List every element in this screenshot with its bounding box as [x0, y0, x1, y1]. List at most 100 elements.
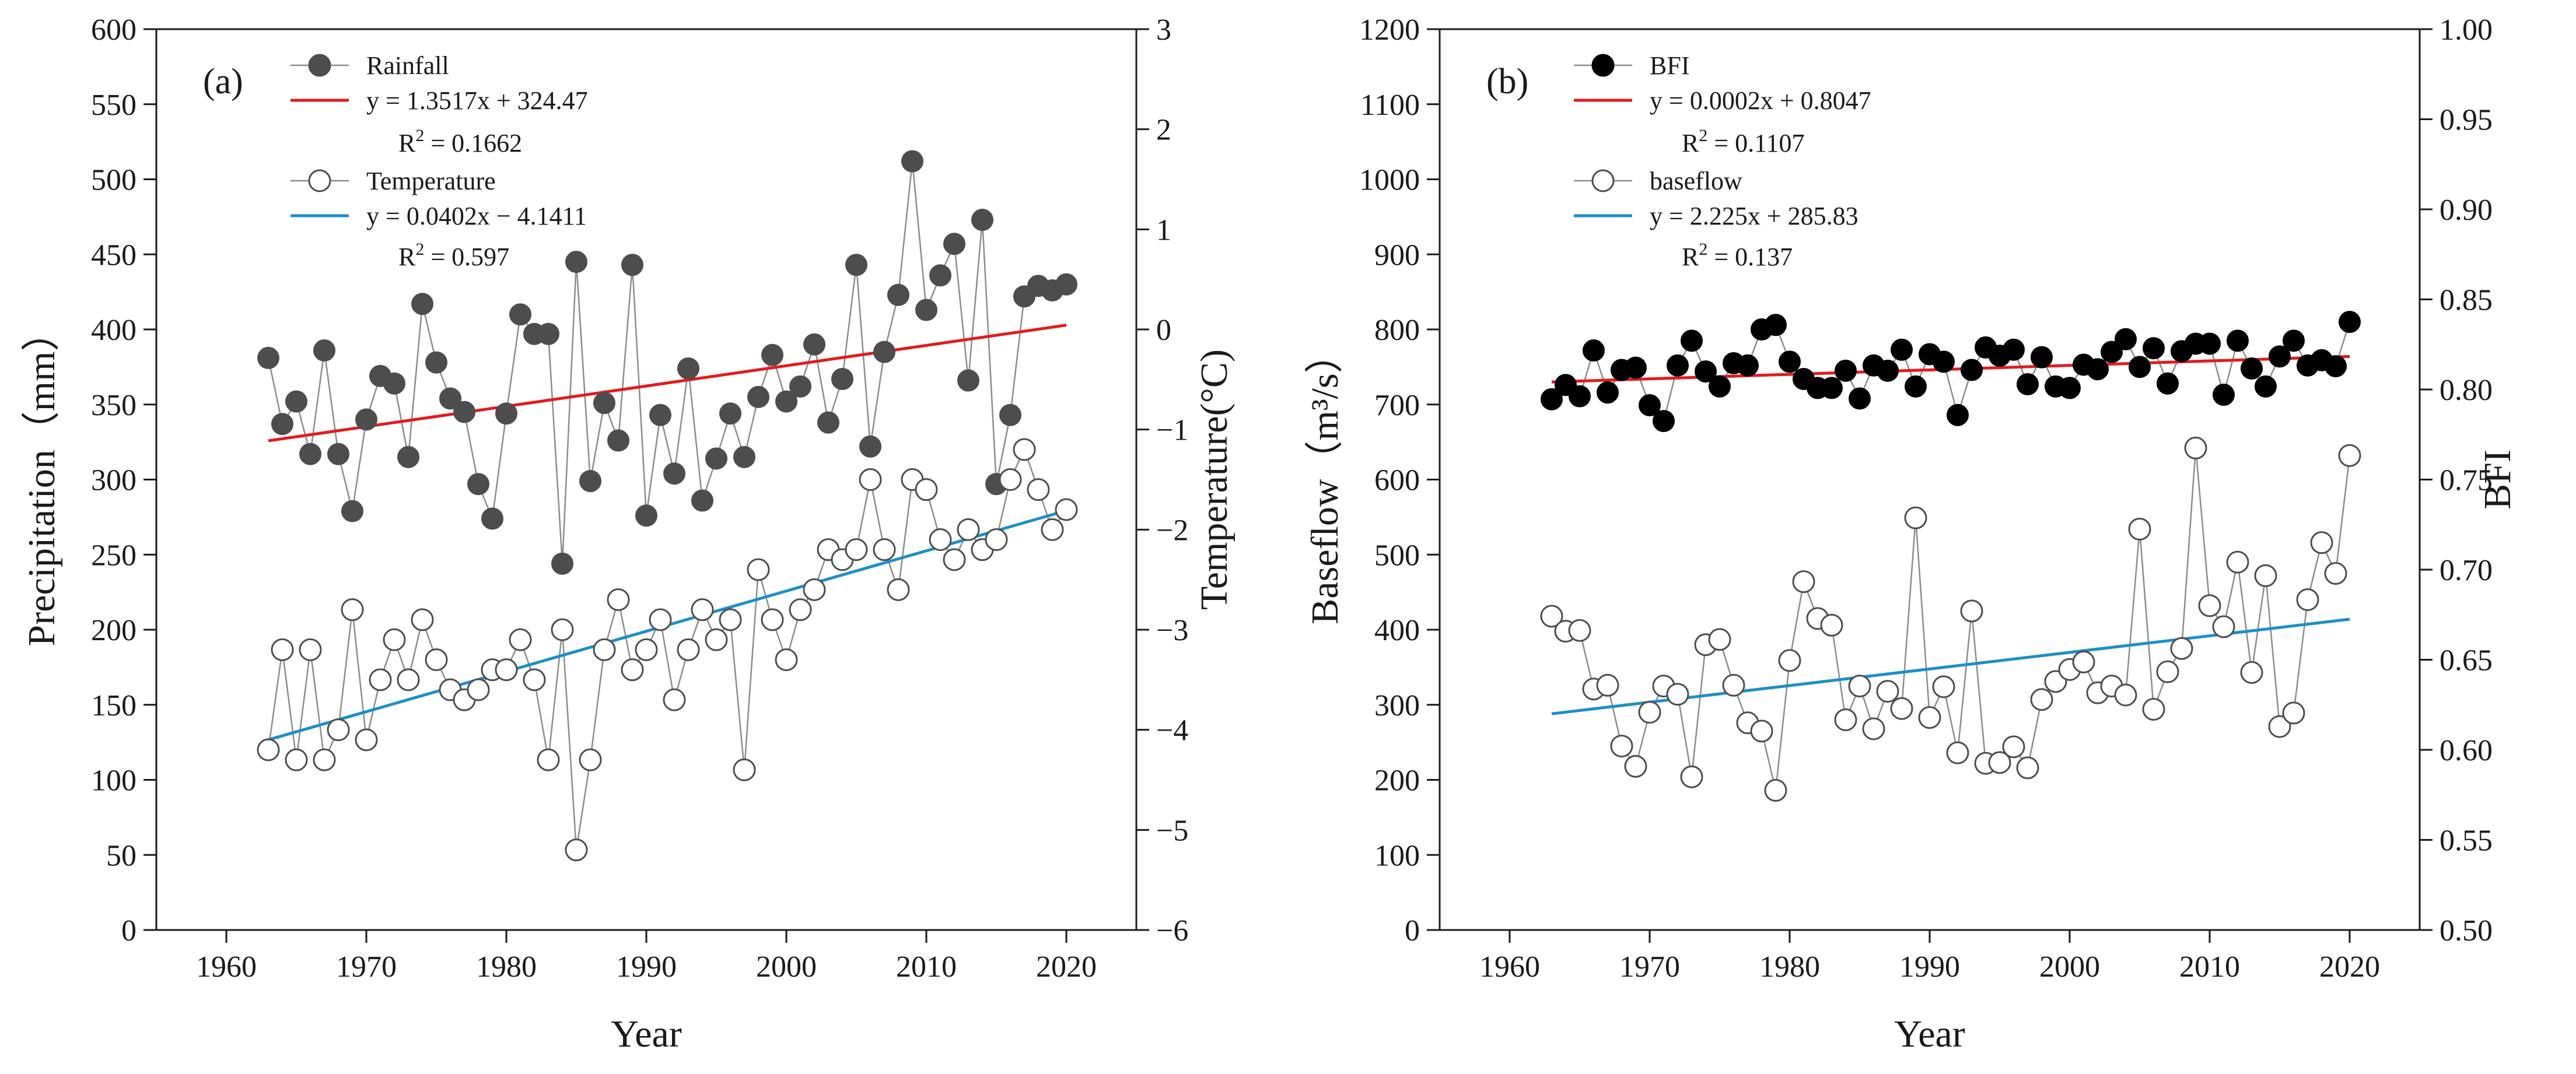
data-point-baseflow — [1764, 779, 1787, 802]
data-point-rainfall — [719, 402, 741, 425]
legend-r2: R2 = 0.137 — [1682, 240, 1793, 271]
data-point-bfi — [2269, 345, 2291, 368]
data-point-bfi — [1653, 410, 1675, 433]
y-right-tick-label: −3 — [1156, 614, 1188, 647]
x-tick-label: 1990 — [616, 950, 677, 984]
x-tick-label: 2020 — [1036, 950, 1097, 984]
data-point-bfi — [1849, 387, 1871, 410]
x-tick-label: 2000 — [2039, 950, 2100, 984]
data-point-rainfall — [509, 303, 531, 326]
data-point-bfi — [1569, 385, 1591, 408]
y-left-tick-label: 350 — [91, 389, 136, 422]
data-point-baseflow — [2156, 660, 2179, 683]
legend-r2-value: = 0.597 — [424, 243, 509, 271]
data-point-rainfall — [873, 341, 895, 363]
data-point-bfi — [1891, 338, 1913, 361]
data-point-rainfall — [481, 507, 503, 530]
data-point-baseflow — [2324, 561, 2347, 585]
data-point-bfi — [2227, 329, 2249, 352]
data-point-baseflow — [2240, 661, 2263, 684]
x-tick-label: 1970 — [336, 950, 397, 984]
data-point-bfi — [2031, 346, 2053, 368]
data-point-temperature — [943, 548, 966, 571]
data-point-baseflow — [1638, 701, 1661, 724]
data-point-baseflow — [2016, 756, 2039, 780]
data-point-baseflow — [1596, 673, 1619, 697]
data-point-rainfall — [691, 489, 713, 512]
data-point-temperature — [579, 748, 602, 771]
y-left-tick-label: 100 — [91, 764, 136, 798]
data-point-temperature — [607, 588, 630, 611]
data-point-baseflow — [1610, 735, 1633, 758]
data-point-temperature — [537, 748, 560, 771]
data-point-rainfall — [747, 385, 769, 408]
y-left-tick-label: 1200 — [1359, 13, 1420, 47]
legend-r2: R2 = 0.1107 — [1682, 126, 1805, 157]
data-point-baseflow — [2184, 436, 2207, 459]
data-point-rainfall — [607, 429, 629, 452]
data-point-baseflow — [1876, 680, 1899, 703]
data-point-rainfall — [943, 233, 965, 255]
data-point-baseflow — [2072, 650, 2095, 673]
series-line-baseflow — [1551, 448, 2351, 791]
y-left-tick-label: 1100 — [1360, 89, 1420, 122]
data-point-temperature — [1041, 518, 1064, 541]
y-right-tick-label: −1 — [1156, 414, 1188, 447]
data-point-bfi — [1583, 339, 1605, 362]
data-point-rainfall — [453, 401, 475, 423]
panel-a: 1960 1970 1980 1990 2000 2010 2020050100150200… — [20, 13, 1236, 1055]
y-right-tick-label: 0.60 — [2440, 734, 2493, 767]
data-point-baseflow — [1960, 599, 1983, 623]
data-point-rainfall — [565, 251, 587, 273]
data-point-rainfall — [761, 343, 783, 366]
y-right-tick-label: 2 — [1156, 114, 1171, 147]
data-point-baseflow — [1988, 751, 2011, 774]
data-point-temperature — [411, 608, 434, 631]
data-point-temperature — [915, 478, 938, 501]
x-tick-label: 2000 — [756, 950, 817, 984]
data-point-rainfall — [957, 369, 979, 392]
data-point-temperature — [663, 688, 686, 711]
data-point-baseflow — [1540, 605, 1563, 628]
data-point-bfi — [1835, 359, 1857, 382]
legend-equation: y = 0.0002x + 0.8047 — [1650, 86, 1871, 115]
y-left-tick-label: 400 — [1374, 614, 1420, 647]
data-point-bfi — [2129, 356, 2151, 378]
legend-equation: y = 0.0402x − 4.1411 — [366, 202, 587, 230]
data-point-rainfall — [901, 150, 923, 173]
data-point-bfi — [1639, 394, 1661, 417]
data-point-temperature — [789, 598, 812, 622]
data-point-bfi — [1961, 359, 1983, 381]
data-point-bfi — [2003, 338, 2025, 361]
y-left-tick-label: 800 — [1374, 314, 1420, 347]
data-point-baseflow — [1932, 675, 1955, 699]
data-point-baseflow — [1568, 619, 1591, 642]
data-point-bfi — [2325, 355, 2347, 378]
y-left-tick-label: 200 — [91, 614, 136, 647]
legend-r2: R2 = 0.1662 — [398, 126, 522, 157]
data-point-temperature — [677, 638, 700, 661]
x-tick-label: 1980 — [1759, 950, 1820, 984]
y-left-tick-label: 300 — [91, 464, 136, 497]
legend-marker — [1591, 169, 1615, 192]
data-point-bfi — [1695, 360, 1717, 383]
data-point-temperature — [383, 628, 406, 651]
legend-label: Temperature — [366, 167, 496, 195]
data-point-baseflow — [1624, 754, 1647, 778]
y-right-tick-label: 0.55 — [2440, 824, 2493, 858]
x-tick-label: 1980 — [476, 950, 537, 984]
data-point-rainfall — [887, 283, 909, 306]
x-tick-label: 2010 — [896, 950, 957, 984]
y-right-tick-label: −4 — [1156, 714, 1188, 747]
data-point-temperature — [873, 538, 896, 561]
data-point-temperature — [761, 608, 784, 631]
data-point-baseflow — [1848, 675, 1871, 698]
data-point-temperature — [719, 608, 742, 631]
y-left-tick-label: 50 — [106, 839, 136, 872]
data-point-rainfall — [285, 390, 307, 413]
y-right-axis-label: BFI — [2476, 450, 2519, 510]
data-point-temperature — [271, 638, 294, 661]
data-point-temperature — [775, 648, 798, 671]
y-right-tick-label: −5 — [1156, 814, 1188, 847]
data-point-rainfall — [831, 367, 853, 390]
